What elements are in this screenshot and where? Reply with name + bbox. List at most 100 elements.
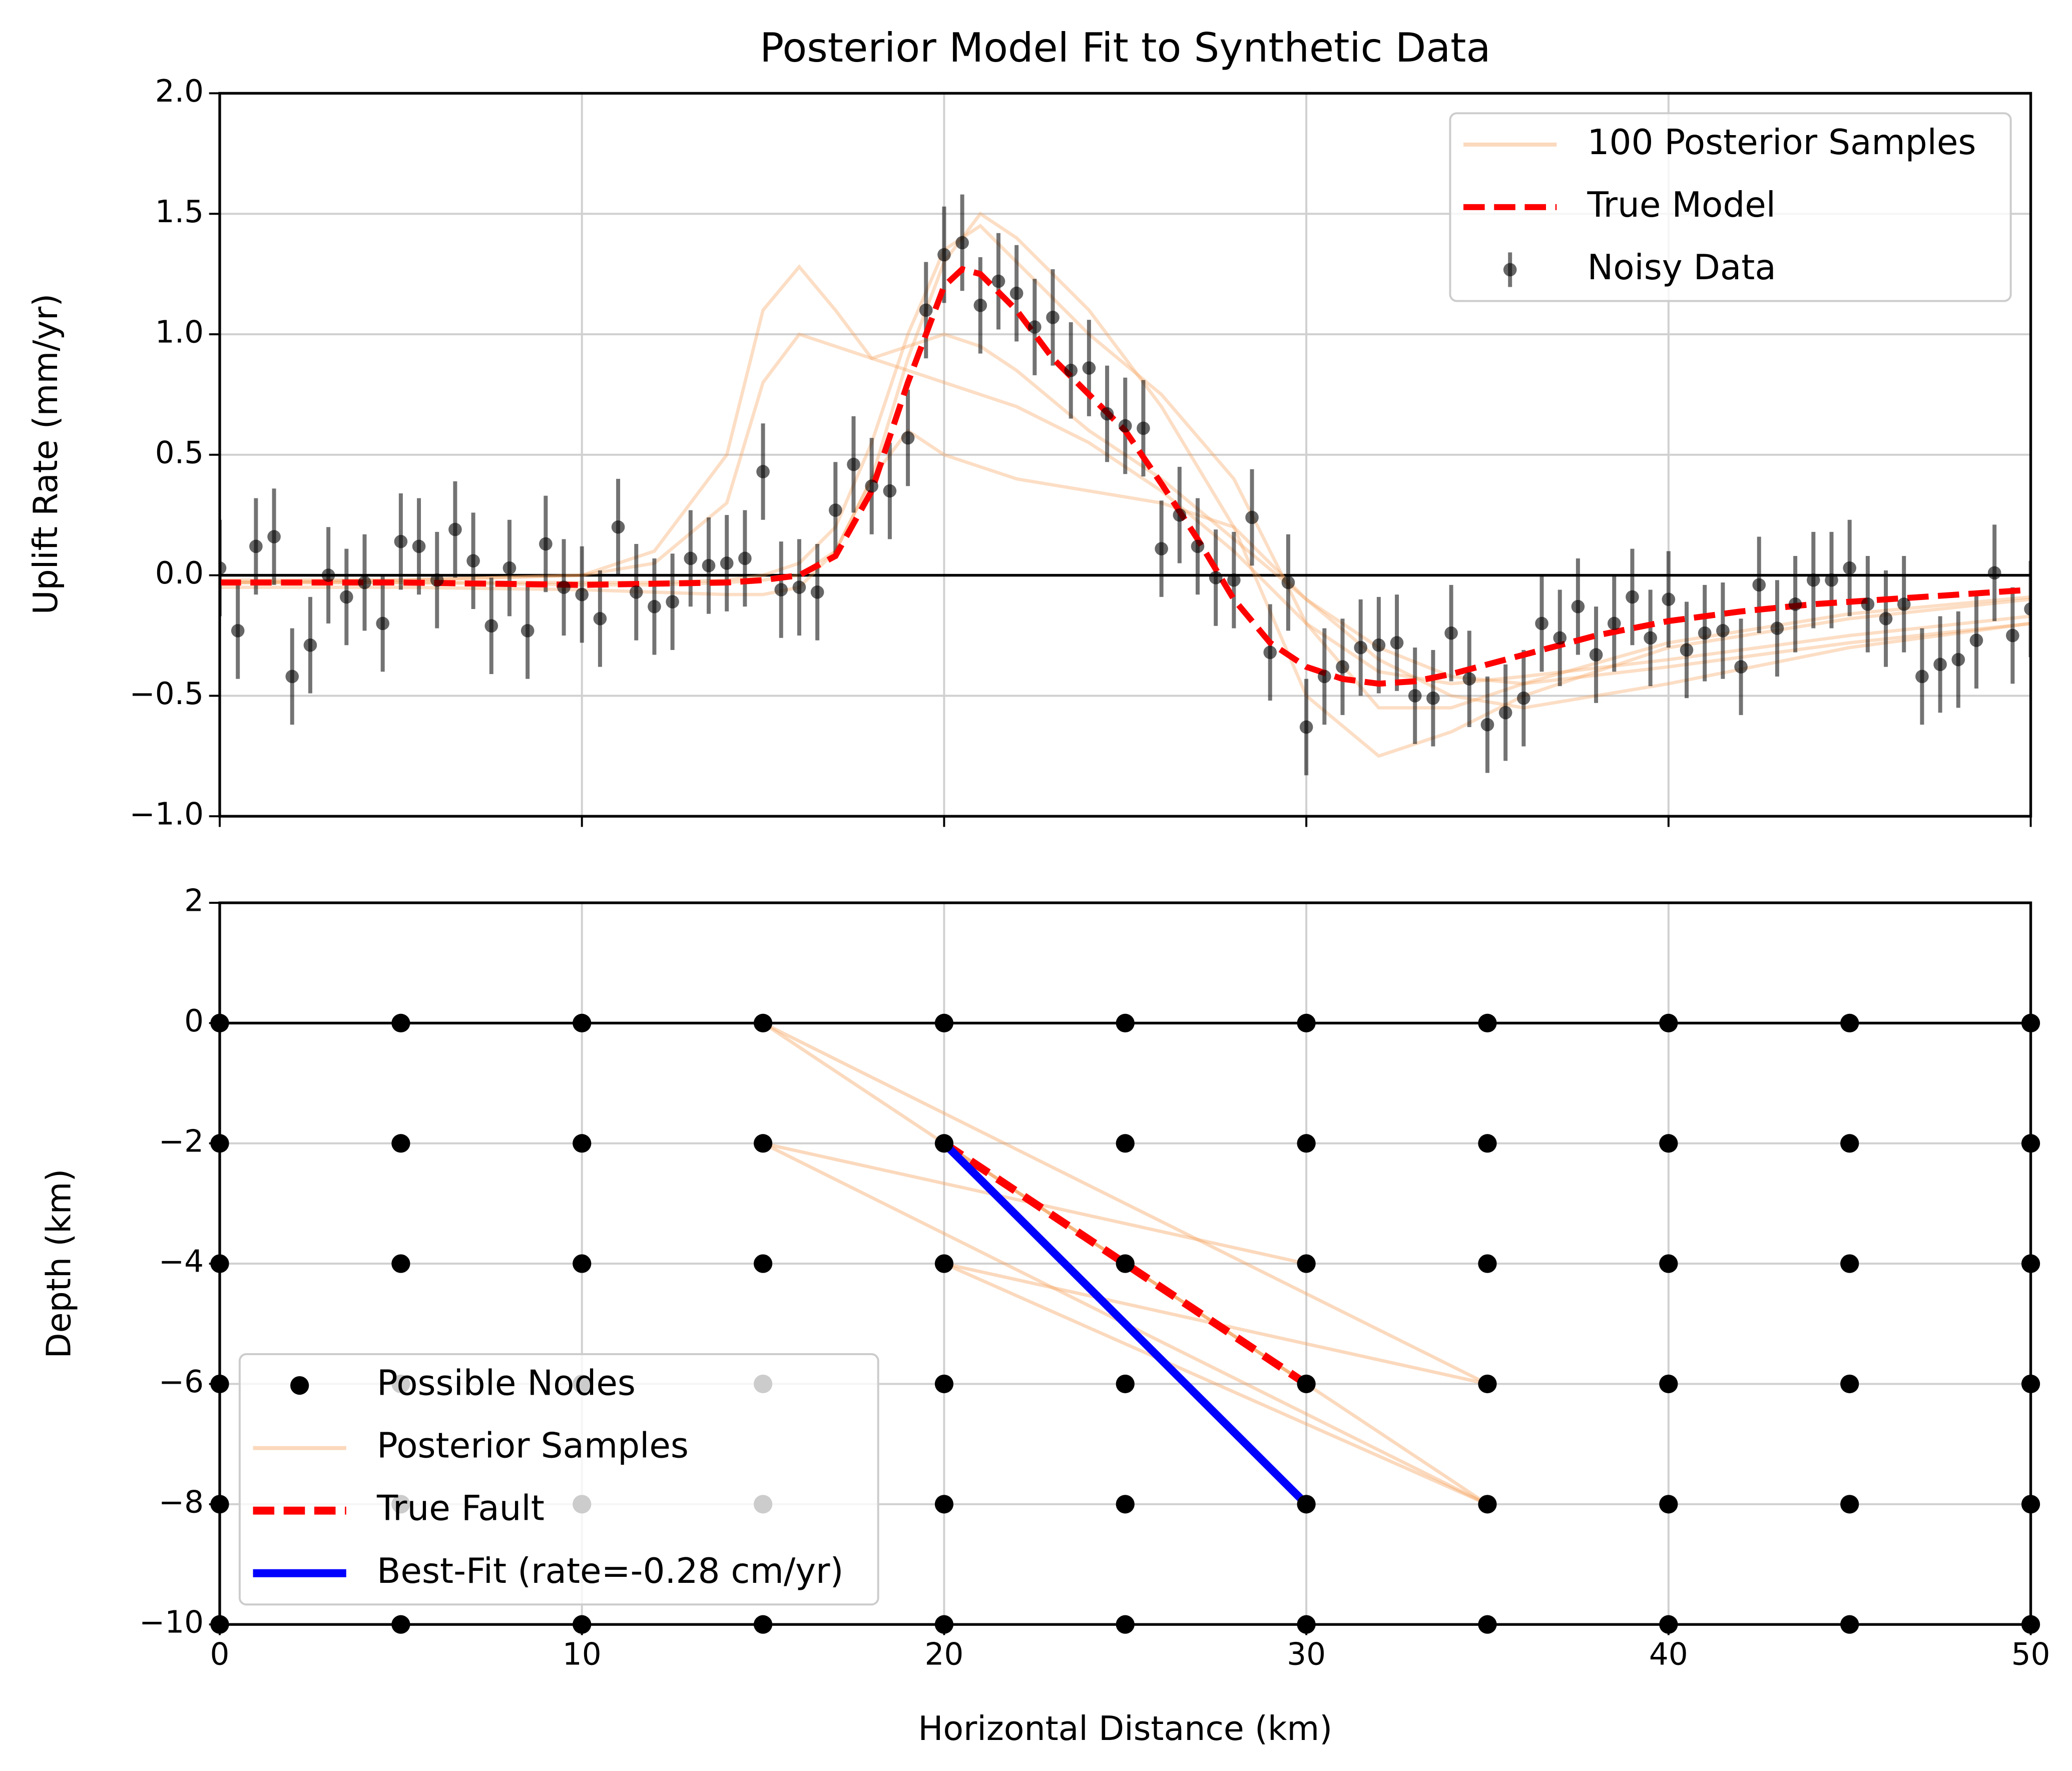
y-tick-label: −6	[159, 1364, 204, 1400]
node	[1659, 1374, 1678, 1394]
data-point	[220, 561, 227, 575]
node	[1116, 1374, 1135, 1394]
x-tick-label: 30	[1287, 1637, 1326, 1672]
y-tick-label: −2	[159, 1123, 204, 1159]
data-point	[1372, 638, 1386, 652]
plot-area	[762, 1021, 1488, 1507]
y-tick-label: −0.5	[130, 676, 204, 712]
data-point	[738, 551, 752, 565]
data-point	[1336, 660, 1349, 674]
y-tick-label: −4	[159, 1244, 204, 1280]
data-point	[1498, 706, 1512, 720]
legend: Possible Nodes Posterior Samples True Faul…	[238, 1353, 879, 1606]
y-tick-label: 1.5	[155, 194, 204, 230]
data-point	[267, 530, 281, 543]
data-point	[249, 539, 263, 553]
data-point	[1644, 631, 1657, 645]
data-point	[684, 551, 698, 565]
data-point	[1390, 636, 1404, 650]
posterior-fault	[762, 1021, 1488, 1386]
node	[1478, 1495, 1497, 1514]
data-point	[1046, 310, 1060, 324]
data-point	[1155, 542, 1168, 555]
legend-label: Possible Nodes	[377, 1364, 636, 1404]
data-point	[1191, 539, 1205, 553]
node	[1659, 1254, 1678, 1273]
data-point	[829, 503, 842, 517]
data-point	[1299, 720, 1313, 734]
data-point	[1263, 646, 1277, 659]
data-point	[1806, 573, 1820, 587]
data-point	[1662, 593, 1676, 607]
posterior-sample	[220, 428, 2031, 710]
data-point	[1589, 648, 1603, 662]
data-point	[1698, 626, 1712, 640]
legend-swatch	[1503, 263, 1517, 277]
data-point	[1444, 626, 1458, 640]
legend-label: True Model	[1587, 185, 1776, 225]
node	[934, 1013, 954, 1033]
y-tick-label: 2	[184, 883, 204, 919]
node	[1478, 1254, 1497, 1273]
data-point	[1009, 286, 1023, 300]
node	[391, 1013, 410, 1033]
data-point	[1734, 660, 1748, 674]
node	[1116, 1254, 1135, 1273]
posterior-sample	[220, 223, 2031, 710]
data-point	[1028, 320, 1042, 334]
data-point	[321, 568, 335, 582]
y-axis-label: Uplift Rate (mm/yr)	[26, 294, 65, 615]
data-point	[1354, 641, 1367, 655]
node	[1478, 1374, 1497, 1394]
data-point	[412, 539, 426, 553]
data-point	[955, 236, 969, 250]
node	[573, 1254, 592, 1273]
node	[573, 1013, 592, 1033]
data-point	[774, 583, 788, 597]
node	[1840, 1013, 1859, 1033]
data-point	[484, 619, 498, 633]
data-point	[376, 617, 389, 631]
data-point	[521, 624, 535, 638]
data-point	[1553, 631, 1567, 645]
x-tick-label: 20	[924, 1637, 963, 1672]
data-point	[1770, 622, 1784, 635]
data-point	[358, 575, 371, 589]
node	[1297, 1374, 1316, 1394]
node	[1840, 1495, 1859, 1514]
data-point	[1879, 612, 1893, 626]
y-tick-label: 2.0	[155, 74, 204, 109]
node	[934, 1495, 954, 1514]
node	[1297, 1013, 1316, 1033]
data-point	[973, 298, 987, 312]
data-point	[919, 303, 933, 317]
node	[934, 1254, 954, 1273]
data-point	[1064, 363, 1078, 377]
data-point	[865, 479, 878, 493]
data-point	[901, 431, 915, 445]
x-axis-label: Horizontal Distance (km)	[918, 1709, 1332, 1748]
true-model-line	[220, 266, 2031, 687]
data-point	[1137, 421, 1150, 435]
data-point	[1462, 672, 1476, 686]
data-point	[593, 612, 607, 626]
data-point	[303, 638, 317, 652]
y-tick-label: 0.5	[155, 435, 204, 470]
legend-box	[1449, 112, 2012, 302]
node	[1478, 1013, 1497, 1033]
data-point	[575, 587, 589, 602]
legend-box	[238, 1353, 879, 1606]
data-point	[1082, 361, 1096, 375]
data-point	[1861, 598, 1875, 611]
data-point	[991, 274, 1005, 288]
node	[1659, 1013, 1678, 1033]
axes-frame	[218, 901, 2032, 1626]
data-point	[430, 573, 444, 587]
node	[753, 1013, 773, 1033]
data-point	[231, 624, 245, 638]
data-point	[1626, 590, 1639, 604]
node	[1297, 1254, 1316, 1273]
chart-title: Posterior Model Fit to Synthetic Data	[760, 25, 1490, 71]
